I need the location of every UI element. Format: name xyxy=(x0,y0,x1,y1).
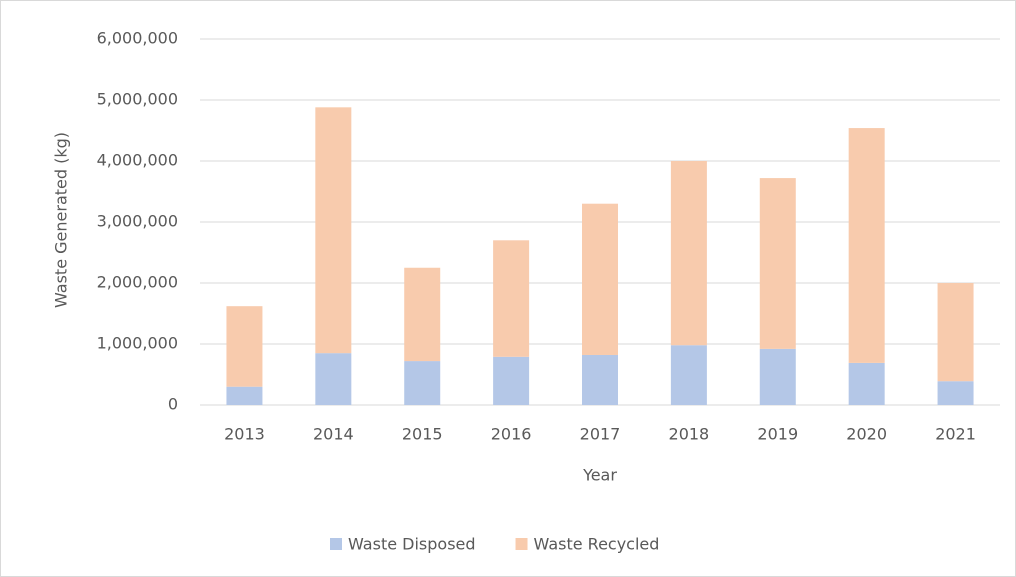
y-tick-label: 5,000,000 xyxy=(97,90,178,109)
y-tick-label: 0 xyxy=(168,395,178,414)
bar-segment xyxy=(315,107,352,354)
y-tick-label: 1,000,000 xyxy=(97,334,178,353)
bar-segment xyxy=(493,356,530,405)
bar-segment xyxy=(848,128,885,363)
bar-segment xyxy=(493,240,530,357)
bar-segment xyxy=(759,178,796,349)
x-tick-label: 2013 xyxy=(224,425,265,444)
bar-segment xyxy=(670,345,707,405)
bar-segment xyxy=(582,354,618,405)
y-tick-label: 2,000,000 xyxy=(97,273,178,292)
bar-segment xyxy=(759,348,796,405)
bar-segment xyxy=(848,362,885,405)
bar-segment xyxy=(315,353,352,405)
x-tick-label: 2015 xyxy=(402,425,443,444)
y-axis-title: Waste Generated (kg) xyxy=(52,132,71,308)
x-tick-label: 2017 xyxy=(580,425,621,444)
bar-segment xyxy=(670,161,707,346)
bar-segment xyxy=(582,203,618,355)
x-tick-label: 2016 xyxy=(491,425,532,444)
bar-segment xyxy=(226,386,263,405)
x-tick-label: 2019 xyxy=(757,425,798,444)
y-tick-label: 3,000,000 xyxy=(97,212,178,231)
y-tick-label: 6,000,000 xyxy=(97,29,178,48)
x-axis-title: Year xyxy=(582,466,617,485)
bar-segment xyxy=(226,306,263,387)
x-tick-label: 2018 xyxy=(669,425,710,444)
legend-label: Waste Disposed xyxy=(348,535,476,554)
x-tick-label: 2014 xyxy=(313,425,354,444)
x-tick-label: 2020 xyxy=(846,425,887,444)
legend-swatch xyxy=(515,538,528,550)
x-tick-label: 2021 xyxy=(935,425,976,444)
bar-segment xyxy=(404,267,441,362)
legend-label: Waste Recycled xyxy=(534,535,660,554)
bar-segment xyxy=(937,283,974,382)
bar-segment xyxy=(404,361,441,405)
bar-segment xyxy=(937,381,974,405)
legend-swatch xyxy=(330,538,342,550)
y-tick-label: 4,000,000 xyxy=(97,151,178,170)
